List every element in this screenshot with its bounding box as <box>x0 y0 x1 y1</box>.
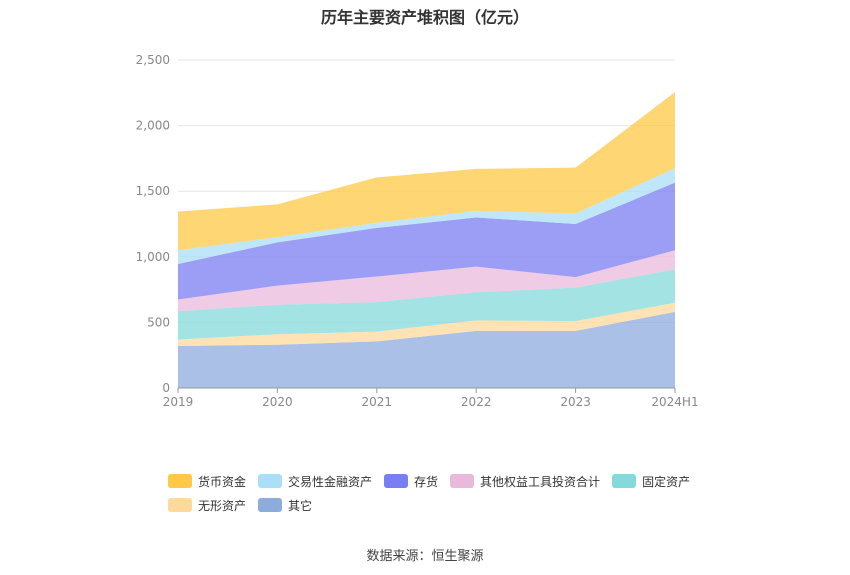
area-series <box>178 311 675 388</box>
area-series <box>178 92 675 251</box>
legend-swatch <box>384 474 409 488</box>
chart-title: 历年主要资产堆积图（亿元） <box>320 8 529 27</box>
data-source: 数据来源：恒生聚源 <box>366 549 484 564</box>
area-series <box>178 302 675 347</box>
legend-label: 存货 <box>414 474 439 489</box>
y-tick-label: 2,000 <box>136 119 170 133</box>
area-series <box>178 168 675 265</box>
area-series <box>178 250 675 312</box>
legend-item[interactable]: 其他权益工具投资合计 <box>450 472 600 490</box>
legend-swatch <box>612 474 637 488</box>
legend-label: 固定资产 <box>642 474 691 489</box>
y-tick-label: 0 <box>162 381 170 395</box>
legend-swatch <box>450 474 475 488</box>
x-tick-label: 2022 <box>461 395 492 409</box>
x-tick-label: 2019 <box>163 395 194 409</box>
legend-item[interactable]: 固定资产 <box>612 472 690 490</box>
y-tick-label: 500 <box>147 315 170 329</box>
area-series <box>178 182 675 300</box>
legend-item[interactable]: 无形资产 <box>168 496 246 514</box>
x-tick-label: 2024H1 <box>651 395 698 409</box>
legend-label: 无形资产 <box>198 498 247 513</box>
y-tick-label: 1,500 <box>136 184 170 198</box>
legend-swatch <box>258 474 283 488</box>
legend-swatch <box>168 474 192 488</box>
x-tick-label: 2020 <box>262 395 293 409</box>
chart-legend: 货币资金 交易性金融资产 存货 其他权益工具投资合计 固定资产无形资产 其它 <box>168 472 728 514</box>
legend-label: 其它 <box>288 498 313 513</box>
x-tick-label: 2023 <box>560 395 591 409</box>
legend-label: 交易性金融资产 <box>288 474 373 489</box>
legend-swatch <box>168 498 192 512</box>
x-tick-label: 2021 <box>362 395 393 409</box>
y-tick-label: 2,500 <box>136 53 170 67</box>
legend-item[interactable]: 其它 <box>258 496 312 514</box>
legend-label: 货币资金 <box>198 474 247 489</box>
legend-item[interactable]: 存货 <box>384 472 438 490</box>
legend-item[interactable]: 交易性金融资产 <box>258 472 372 490</box>
legend-label: 其他权益工具投资合计 <box>480 474 601 489</box>
area-series <box>178 269 675 340</box>
legend-item[interactable]: 货币资金 <box>168 472 246 490</box>
legend-swatch <box>258 498 283 512</box>
y-tick-label: 1,000 <box>136 250 170 264</box>
